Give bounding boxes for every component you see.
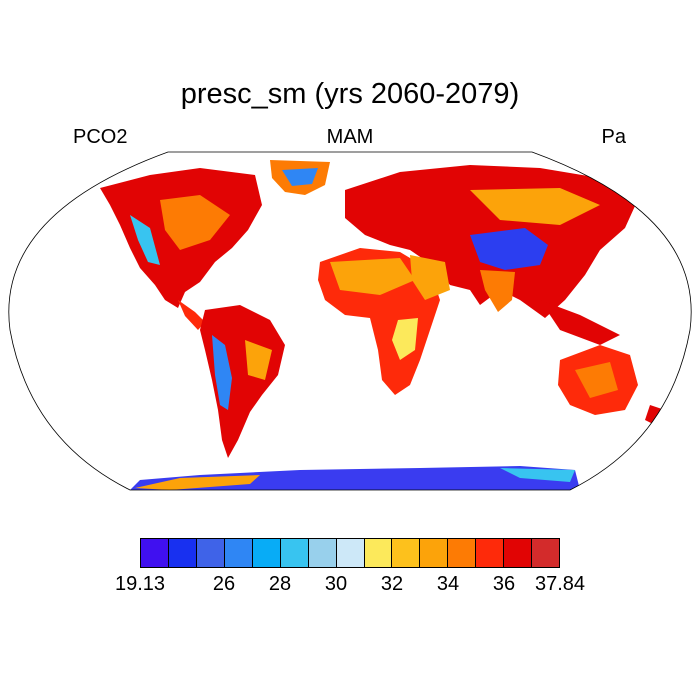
colorbar-box xyxy=(532,539,560,567)
colorbar-box xyxy=(168,539,197,567)
colorbar-tick-label: 30 xyxy=(324,573,348,595)
colorbar-tick-label: 37.84 xyxy=(534,573,586,595)
colorbar-box xyxy=(448,539,477,567)
colorbar-tick-label: 32 xyxy=(380,573,404,595)
india xyxy=(480,270,515,312)
antarctica-rim xyxy=(500,468,575,482)
central-america xyxy=(178,300,205,330)
andes xyxy=(212,335,232,410)
colorbar-tick-label: 34 xyxy=(436,573,460,595)
colorbar-box xyxy=(336,539,365,567)
colorbar-labels: 19.13 26 28 30 32 34 36 37.84 xyxy=(0,573,700,603)
colorbar-tick-label: 26 xyxy=(212,573,236,595)
australia-interior xyxy=(575,362,618,398)
map-outline xyxy=(8,151,692,491)
subtitle-right: Pa xyxy=(601,126,626,148)
north-america-west-coast xyxy=(130,215,160,265)
south-america-landmass xyxy=(200,305,285,458)
colorbar-box xyxy=(420,539,449,567)
colorbar-box xyxy=(252,539,281,567)
colorbar-box xyxy=(280,539,309,567)
subtitle-left: PCO2 xyxy=(73,126,128,148)
south-america-east xyxy=(245,340,272,380)
colorbar-tick-label: 36 xyxy=(492,573,516,595)
colorbar-box xyxy=(476,539,505,567)
colorbar-box xyxy=(308,539,337,567)
siberia-band xyxy=(470,188,600,225)
colorbar-box xyxy=(196,539,225,567)
colorbar-box xyxy=(364,539,393,567)
map-title: presc_sm (yrs 2060-2079) xyxy=(180,78,520,110)
sahara xyxy=(330,258,415,295)
new-zealand xyxy=(645,405,665,425)
arabia xyxy=(410,255,450,300)
colorbar-tick-label: 28 xyxy=(268,573,292,595)
antarctica-coast xyxy=(135,475,260,490)
tibetan-plateau xyxy=(470,228,548,270)
colorbar-box xyxy=(504,539,533,567)
colorbar-box xyxy=(224,539,253,567)
greenland-ice xyxy=(282,168,318,186)
colorbar-tick-label: 19.13 xyxy=(114,573,166,595)
subtitle-center: MAM xyxy=(326,126,374,148)
east-africa-highlands xyxy=(392,318,418,360)
north-america-interior xyxy=(160,195,230,250)
southeast-asia xyxy=(540,300,620,345)
colorbar-box xyxy=(141,539,169,567)
colorbar xyxy=(140,538,560,568)
colorbar-box xyxy=(392,539,421,567)
